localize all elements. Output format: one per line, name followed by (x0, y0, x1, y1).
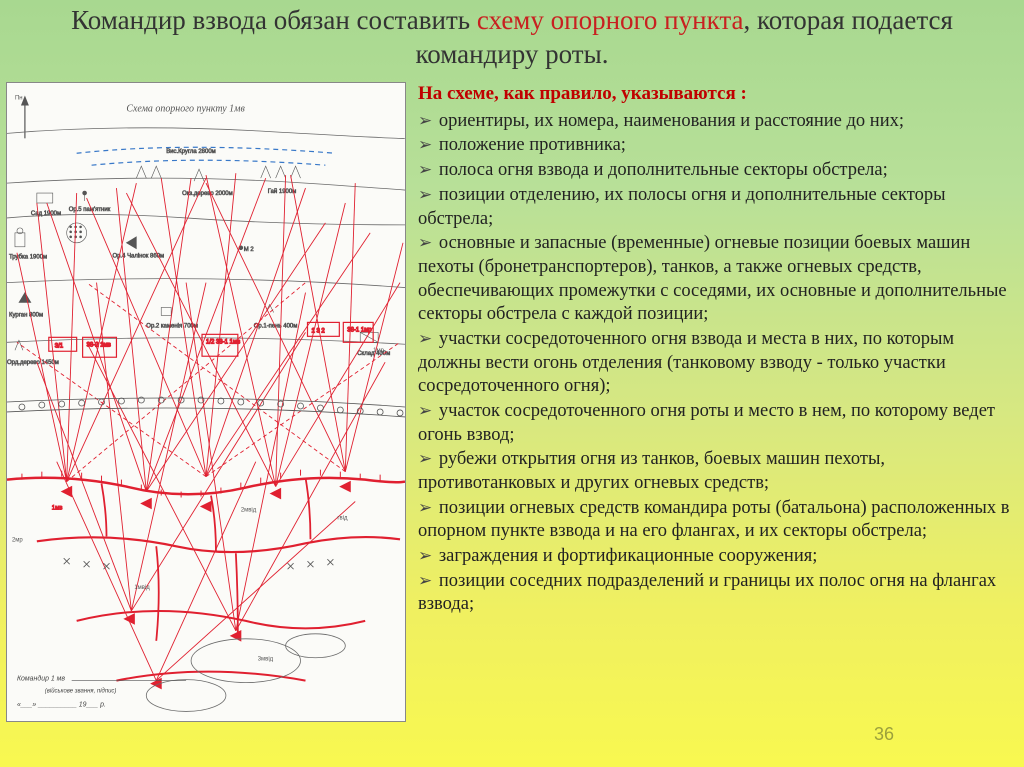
list-item: ➢ позиции соседних подразделений и грани… (418, 570, 1014, 617)
svg-text:2мр: 2мр (12, 537, 23, 543)
list-item-text: позиции огневых средств командира роты (… (418, 498, 1009, 542)
chevron-icon: ➢ (418, 159, 432, 181)
svg-text:Сад 1900м: Сад 1900м (31, 210, 61, 216)
svg-text:1мвід: 1мвід (134, 585, 150, 591)
list-item-text: позиции отделению, их полосы огня и допо… (418, 185, 946, 229)
page-title: Командир взвода обязан составить схему о… (0, 0, 1024, 82)
svg-text:1мв: 1мв (52, 505, 63, 511)
svg-text:«___» __________ 19___ р.: «___» __________ 19___ р. (17, 701, 106, 708)
chevron-icon: ➢ (418, 497, 432, 519)
content-row: Пн Схема опорного пункту 1мв Сад 1900м (0, 82, 1024, 722)
svg-text:Ор.5 пам'ятник: Ор.5 пам'ятник (69, 206, 111, 212)
chevron-icon: ➢ (418, 400, 432, 422)
list-item: ➢ основные и запасные (временные) огневы… (418, 232, 1014, 327)
svg-text:М 2: М 2 (244, 246, 255, 252)
list-item-text: основные и запасные (временные) огневые … (418, 233, 1007, 324)
chevron-icon: ➢ (418, 448, 432, 470)
svg-text:Орд.дерево 1450м: Орд.дерево 1450м (7, 360, 59, 366)
list-item: ➢ позиции отделению, их полосы огня и до… (418, 184, 1014, 231)
svg-text:Командир 1 мв: Командир 1 мв (17, 674, 65, 682)
svg-text:Ор.4 Чалінок 860м: Ор.4 Чалінок 860м (112, 253, 164, 259)
list-item-text: положение противника; (434, 135, 626, 155)
list-item-text: участок сосредоточенного огня роты и мес… (418, 401, 995, 445)
chevron-icon: ➢ (418, 570, 432, 592)
list-item-text: ориентиры, их номера, наименования и рас… (434, 111, 904, 131)
svg-text:38-1 1мр: 38-1 1мр (347, 327, 372, 333)
list-item-text: участки сосредоточенного огня взвода и м… (418, 329, 954, 396)
text-column: На схеме, как правило, указываются : ➢ о… (418, 82, 1014, 722)
tactical-map: Пн Схема опорного пункту 1мв Сад 1900м (6, 82, 406, 722)
svg-text:Ор.2 каменія 700м: Ор.2 каменія 700м (146, 323, 198, 329)
chevron-icon: ➢ (418, 184, 432, 206)
chevron-icon: ➢ (418, 232, 432, 254)
list-item: ➢ участок сосредоточенного огня роты и м… (418, 400, 1014, 447)
chevron-icon: ➢ (418, 545, 432, 567)
list-item: ➢ заграждения и фортификационные сооруже… (418, 545, 1014, 569)
svg-text:3мвід: 3мвід (258, 656, 274, 662)
list-item: ➢ рубежи открытия огня из танков, боевых… (418, 448, 1014, 495)
list-item: ➢ положение противника; (418, 134, 1014, 158)
chevron-icon: ➢ (418, 110, 432, 132)
list-item-text: полоса огня взвода и дополнительные сект… (434, 160, 888, 180)
list-heading: На схеме, как правило, указываются : (418, 82, 1014, 106)
svg-text:1мр: 1мр (373, 348, 384, 354)
svg-text:(військове звання, підпис): (військове звання, підпис) (45, 687, 117, 694)
svg-text:Гай 1900м: Гай 1900м (268, 188, 297, 195)
svg-text:Пн: Пн (15, 95, 23, 101)
list-item-text: позиции соседних подразделений и границы… (418, 571, 996, 615)
map-heading: Схема опорного пункту 1мв (126, 103, 245, 114)
svg-text:1 3 2: 1 3 2 (311, 328, 325, 334)
svg-text:гвід: гвід (337, 515, 348, 521)
list-item-text: заграждения и фортификационные сооружени… (434, 546, 817, 566)
svg-text:1/2 38-1 1мв: 1/2 38-1 1мв (206, 339, 240, 345)
chevron-icon: ➢ (418, 328, 432, 350)
svg-text:Окз.дерево 2000м: Окз.дерево 2000м (182, 191, 233, 197)
svg-text:38-2 1мв: 38-2 1мв (87, 342, 111, 348)
list-item: ➢ полоса огня взвода и дополнительные се… (418, 159, 1014, 183)
title-pre: Командир взвода обязан составить (71, 5, 477, 35)
svg-text:Трубка 1900м: Трубка 1900м (9, 254, 47, 260)
svg-text:3/1: 3/1 (55, 343, 64, 349)
title-highlight: схему опорного пункта (477, 5, 744, 35)
page-number: 36 (874, 724, 894, 745)
list-item-text: рубежи открытия огня из танков, боевых м… (418, 449, 885, 493)
svg-text:Вис.Кругла 2800м: Вис.Кругла 2800м (166, 149, 216, 155)
list-item: ➢ ориентиры, их номера, наименования и р… (418, 110, 1014, 134)
item-list: ➢ ориентиры, их номера, наименования и р… (418, 110, 1014, 617)
list-item: ➢ позиции огневых средств командира роты… (418, 497, 1014, 544)
svg-text:Курган 800м: Курган 800м (9, 312, 43, 318)
svg-text:2мвід: 2мвід (241, 507, 257, 513)
list-item: ➢ участки сосредоточенного огня взвода и… (418, 328, 1014, 399)
chevron-icon: ➢ (418, 134, 432, 156)
map-svg: Пн Схема опорного пункту 1мв Сад 1900м (7, 83, 405, 721)
